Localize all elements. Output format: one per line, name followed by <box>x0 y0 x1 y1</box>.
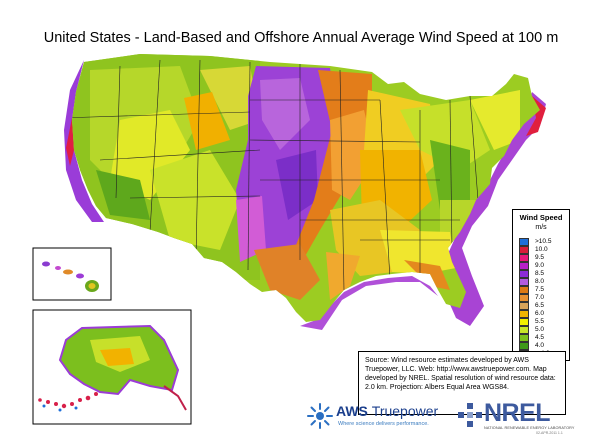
legend-swatch <box>519 254 529 262</box>
legend-unit: m/s <box>535 224 547 231</box>
legend-item: 6.0 <box>519 310 569 318</box>
source-note: Source: Wind resource estimates develope… <box>358 351 566 415</box>
legend-label: 6.5 <box>535 302 545 309</box>
legend-swatch <box>519 270 529 278</box>
legend-label: 7.0 <box>535 294 545 301</box>
legend-item: 5.5 <box>519 318 569 326</box>
legend-swatch <box>519 310 529 318</box>
aleutian-islands <box>38 392 98 409</box>
nrel-mark-icon <box>458 403 482 427</box>
legend-item: 8.5 <box>519 270 569 278</box>
atlantic-offshore-red <box>526 96 546 136</box>
legend-label: 9.5 <box>535 254 545 261</box>
legend-label: >10.5 <box>535 238 552 245</box>
legend-label: 4.5 <box>535 334 545 341</box>
pacific-offshore-red <box>66 118 74 166</box>
legend-item: 4.5 <box>519 334 569 342</box>
pacific-offshore-band <box>64 60 104 222</box>
legend-item: 10.0 <box>519 246 569 254</box>
legend-swatch <box>519 318 529 326</box>
legend-label: 8.5 <box>535 270 545 277</box>
aws-name: AWS Truepower <box>336 403 439 419</box>
legend-swatch <box>519 334 529 342</box>
legend-label: 5.0 <box>535 326 545 333</box>
map-title: United States - Land-Based and Offshore … <box>43 30 559 46</box>
legend-item: 7.0 <box>519 294 569 302</box>
legend-item: >10.5 <box>519 238 569 246</box>
legend-swatch <box>519 262 529 270</box>
legend-item: 5.0 <box>519 326 569 334</box>
legend-label: 6.0 <box>535 310 545 317</box>
legend-label: 10.0 <box>535 246 548 253</box>
gulf-offshore-band <box>300 276 438 330</box>
aws-tagline: Where science delivers performance. <box>338 421 429 427</box>
wind-speed-legend: Wind Speed m/s >10.5 10.0 9.5 9.0 8.5 8.0 7.5 7… <box>512 209 570 361</box>
legend-label: 5.5 <box>535 318 545 325</box>
legend-swatch <box>519 238 529 246</box>
legend-item: 8.0 <box>519 278 569 286</box>
legend-swatch <box>519 302 529 310</box>
legend-swatch <box>519 326 529 334</box>
legend-item: 6.5 <box>519 302 569 310</box>
legend-item: 7.5 <box>519 286 569 294</box>
nrel-logo: NREL NATIONAL RENEWABLE ENERGY LABORATOR… <box>458 399 574 434</box>
legend-swatch <box>519 246 529 254</box>
legend-label: 7.5 <box>535 286 545 293</box>
legend-item: 9.0 <box>519 262 569 270</box>
aws-truepower-logo: AWS Truepower Where science delivers per… <box>306 402 451 432</box>
hawaii-islands <box>42 261 99 292</box>
aws-sun-icon <box>307 403 333 429</box>
state-boundaries <box>72 59 479 291</box>
legend-label: 4.0 <box>535 342 545 349</box>
nrel-subtitle: NATIONAL RENEWABLE ENERGY LABORATORY <box>484 426 575 430</box>
legend-swatch <box>519 286 529 294</box>
nrel-name: NREL <box>484 399 551 427</box>
legend-swatch <box>519 278 529 286</box>
legend-item: 4.0 <box>519 342 569 350</box>
aleutian-islands-blue <box>42 404 78 412</box>
legend-swatch <box>519 294 529 302</box>
hawaii-inset-frame <box>32 247 112 301</box>
legend-item: 9.5 <box>519 254 569 262</box>
legend-label: 8.0 <box>535 278 545 285</box>
legend-swatch <box>519 342 529 350</box>
map-code: 02-APR-2011 1.1 <box>536 431 563 435</box>
legend-title: Wind Speed <box>519 213 563 222</box>
legend-label: 9.0 <box>535 262 545 269</box>
